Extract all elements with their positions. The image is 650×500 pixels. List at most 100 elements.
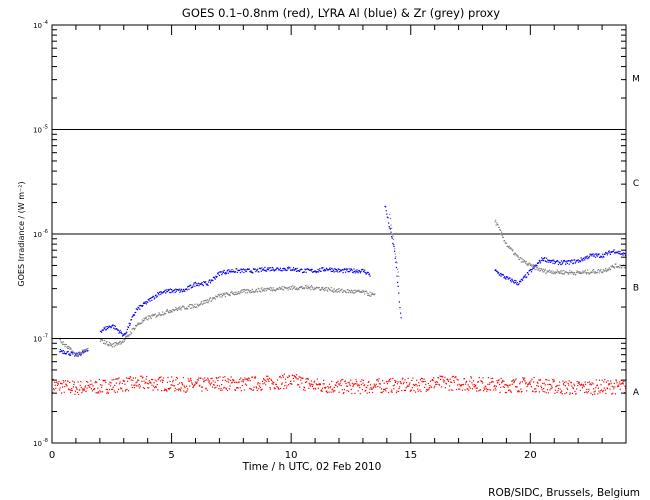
lyra-al-point [320, 270, 322, 272]
goes-point [143, 380, 145, 382]
lyra-zr-point [548, 269, 551, 271]
lyra-zr-point [321, 288, 323, 290]
lyra-zr-point [173, 309, 176, 311]
goes-point [373, 383, 375, 385]
lyra-zr-point [530, 265, 533, 267]
lyra-al-point [71, 351, 73, 354]
lyra-zr-point [567, 272, 569, 274]
lyra-zr-point [361, 290, 363, 293]
goes-point [498, 379, 500, 381]
goes-point [327, 385, 329, 388]
goes-point [176, 377, 179, 379]
goes-point [605, 392, 607, 395]
goes-point [488, 388, 490, 391]
lyra-zr-point [209, 297, 211, 300]
goes-point [105, 388, 107, 391]
lyra-zr-point [524, 262, 527, 264]
lyra-zr-point [592, 271, 594, 273]
lyra-al-point [356, 271, 359, 273]
lyra-al-point [283, 269, 285, 271]
goes-point [184, 387, 186, 389]
lyra-zr-point [300, 286, 302, 288]
goes-point [623, 392, 626, 394]
goes-point [374, 385, 376, 387]
lyra-zr-point [69, 348, 71, 350]
lyra-al-point [291, 269, 293, 271]
lyra-al-point [515, 280, 517, 282]
goes-point [115, 378, 117, 380]
lyra-zr-point [319, 289, 322, 291]
goes-point [262, 383, 264, 385]
lyra-zr-point [246, 292, 249, 294]
goes-point [312, 388, 315, 390]
lyra-zr-point [586, 271, 588, 274]
goes-point [345, 385, 348, 387]
lyra-al-point [539, 262, 542, 264]
goes-point [444, 387, 446, 389]
goes-point [101, 391, 104, 393]
goes-point [303, 387, 306, 389]
goes-point [125, 377, 128, 379]
goes-point [412, 377, 414, 379]
lyra-zr-point [531, 264, 533, 266]
goes-point [609, 388, 611, 390]
goes-point [180, 387, 182, 389]
lyra-al-point [87, 350, 89, 352]
lyra-al-point [263, 268, 265, 270]
lyra-al-point [160, 293, 162, 295]
lyra-zr-point [542, 268, 545, 270]
goes-point [239, 387, 241, 389]
lyra-al-point [227, 269, 229, 271]
goes-point [563, 381, 566, 383]
lyra-zr-point [101, 338, 103, 341]
lyra-al-point [568, 260, 570, 262]
goes-point [258, 388, 260, 390]
lyra-zr-point [228, 293, 231, 295]
lyra-zr-point [144, 319, 146, 321]
goes-point [428, 388, 430, 390]
goes-point [290, 383, 292, 385]
goes-point [262, 378, 265, 380]
lyra-zr-point [165, 313, 167, 315]
lyra-zr-point [563, 269, 565, 272]
goes-point [383, 382, 385, 384]
goes-point [228, 379, 230, 381]
goes-point [179, 382, 181, 384]
lyra-zr-point [494, 221, 496, 223]
goes-point [266, 378, 268, 380]
lyra-zr-point [515, 254, 518, 256]
goes-point [473, 386, 475, 388]
goes-point [389, 380, 391, 383]
lyra-zr-point [560, 270, 562, 272]
goes-point [162, 381, 164, 383]
lyra-al-point [588, 255, 591, 257]
lyra-zr-point [615, 266, 618, 268]
goes-point [545, 378, 547, 381]
lyra-zr-point [373, 294, 375, 296]
goes-point [346, 385, 349, 387]
goes-point [202, 378, 204, 380]
lyra-al-point [244, 268, 246, 271]
goes-point [590, 384, 593, 386]
goes-point [391, 391, 393, 393]
lyra-al-point [560, 264, 562, 266]
goes-point [153, 382, 155, 384]
goes-point [457, 379, 459, 381]
x-tick-label: 20 [524, 450, 537, 461]
lyra-zr-point [365, 290, 368, 292]
goes-point [237, 387, 239, 389]
lyra-al-point [506, 277, 508, 279]
goes-point [122, 379, 124, 381]
lyra-zr-point [333, 288, 335, 290]
goes-point [80, 381, 82, 383]
goes-point [244, 383, 247, 385]
lyra-al-point [362, 268, 364, 271]
lyra-zr-point [336, 289, 338, 291]
lyra-al-point [116, 328, 118, 330]
lyra-zr-point [511, 248, 513, 250]
goes-point [501, 382, 503, 384]
lyra-zr-point [537, 269, 539, 271]
lyra-al-point [619, 251, 621, 253]
lyra-zr-point [225, 292, 228, 294]
lyra-al-point [185, 288, 188, 290]
